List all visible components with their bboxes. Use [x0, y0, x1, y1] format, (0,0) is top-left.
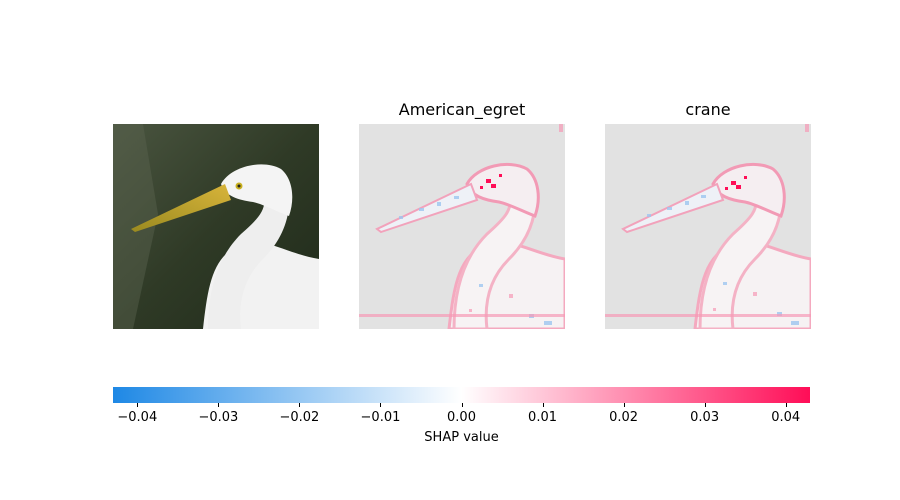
shap-colorbar [113, 387, 810, 403]
panel-title-crane: crane [685, 100, 731, 119]
shap-map-crane [605, 124, 811, 329]
colorbar-tick [380, 403, 382, 407]
panel-title-american-egret: American_egret [398, 100, 526, 119]
colorbar-tick [542, 403, 544, 407]
colorbar-tick [704, 403, 706, 407]
colorbar-tick [461, 403, 463, 407]
shap-map-american-egret [359, 124, 565, 329]
colorbar-tick-label: 0.01 [528, 410, 558, 425]
colorbar-tick [137, 403, 139, 407]
colorbar-tick [218, 403, 220, 407]
shap-heatmap-american-egret [359, 124, 565, 329]
colorbar-label: SHAP value [424, 430, 499, 445]
colorbar-tick-label: −0.04 [117, 410, 158, 425]
colorbar-tick-label: −0.02 [279, 410, 320, 425]
colorbar-tick-label: 0.04 [771, 410, 801, 425]
colorbar-tick-label: 0.02 [609, 410, 639, 425]
colorbar-tick-label: 0.00 [447, 410, 476, 425]
colorbar-tick [785, 403, 787, 407]
input-image [113, 124, 319, 329]
colorbar-tick-label: 0.03 [690, 410, 720, 425]
shap-heatmap-crane [605, 124, 811, 329]
colorbar-tick [623, 403, 625, 407]
egret-photo [113, 124, 319, 329]
colorbar-tick-label: −0.01 [360, 410, 401, 425]
colorbar-tick [299, 403, 301, 407]
colorbar-tick-label: −0.03 [198, 410, 239, 425]
colorbar-axis: −0.04 −0.03 −0.02 −0.01 0.00 0.01 0.02 0.03 0.04 [113, 403, 810, 433]
